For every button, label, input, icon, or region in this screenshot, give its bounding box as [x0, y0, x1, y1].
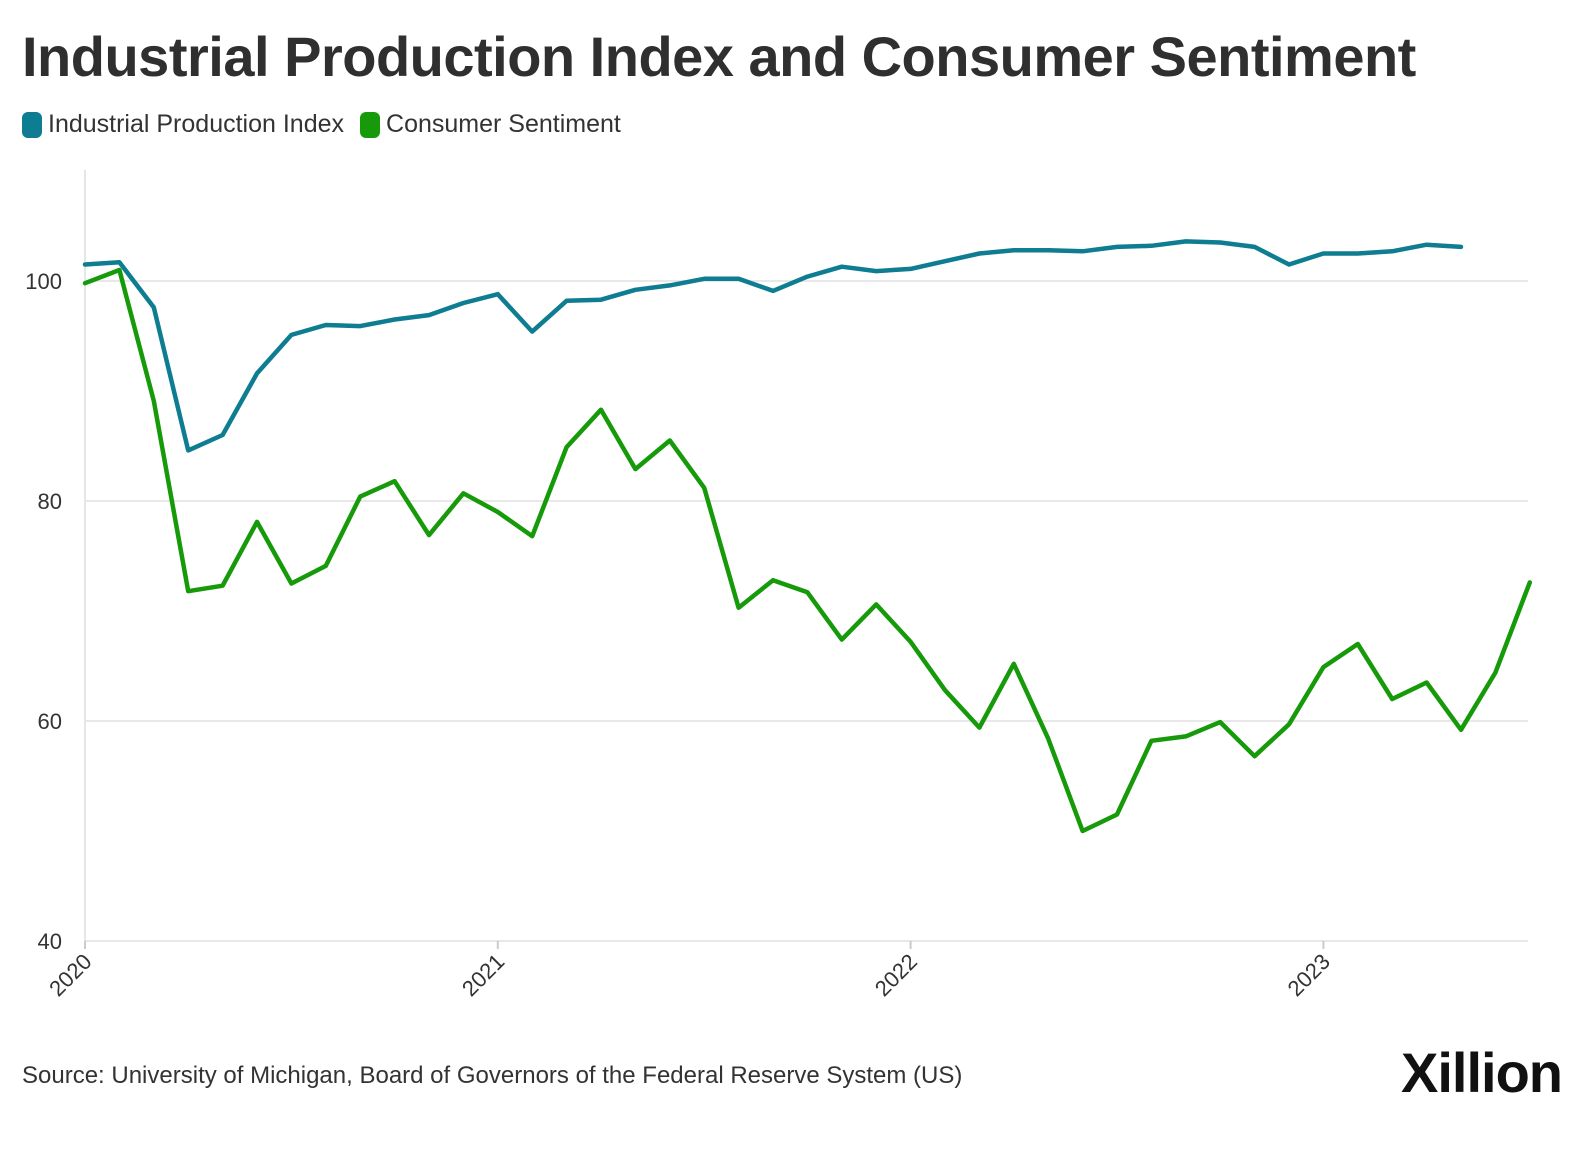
x-axis-ticks: 2020 2021 2022 2023 [44, 941, 1335, 1001]
legend-label-consumer-sentiment: Consumer Sentiment [386, 110, 621, 138]
legend-item-industrial-production[interactable]: Industrial Production Index [22, 110, 344, 139]
series-line-industrial-production-index[interactable] [82, 239, 1464, 453]
y-axis-ticks: 40 60 80 100 [25, 269, 62, 954]
legend: Industrial Production Index Consumer Sen… [22, 110, 637, 139]
series-lines [82, 239, 1533, 834]
x-tick-label-2021: 2021 [457, 949, 509, 1001]
x-tick-label-2020: 2020 [44, 949, 96, 1001]
x-tick-label-2023: 2023 [1283, 949, 1335, 1001]
x-tick-label-2022: 2022 [870, 949, 922, 1001]
legend-swatch-industrial-production [22, 111, 42, 138]
y-tick-label-80: 80 [38, 489, 62, 514]
xillion-logo: Xillion [1401, 1041, 1563, 1104]
legend-label-industrial-production: Industrial Production Index [48, 110, 345, 138]
y-tick-label-40: 40 [38, 929, 62, 954]
legend-swatch-consumer-sentiment [360, 111, 381, 138]
chart-title: Industrial Production Index and Consumer… [22, 25, 1416, 88]
y-tick-label-60: 60 [38, 709, 62, 734]
legend-item-consumer-sentiment[interactable]: Consumer Sentiment [360, 110, 621, 139]
y-tick-label-100: 100 [25, 269, 62, 294]
source-note: Source: University of Michigan, Board of… [22, 1062, 963, 1089]
series-line-consumer-sentiment[interactable] [82, 267, 1533, 834]
grid-lines [84, 170, 1528, 942]
